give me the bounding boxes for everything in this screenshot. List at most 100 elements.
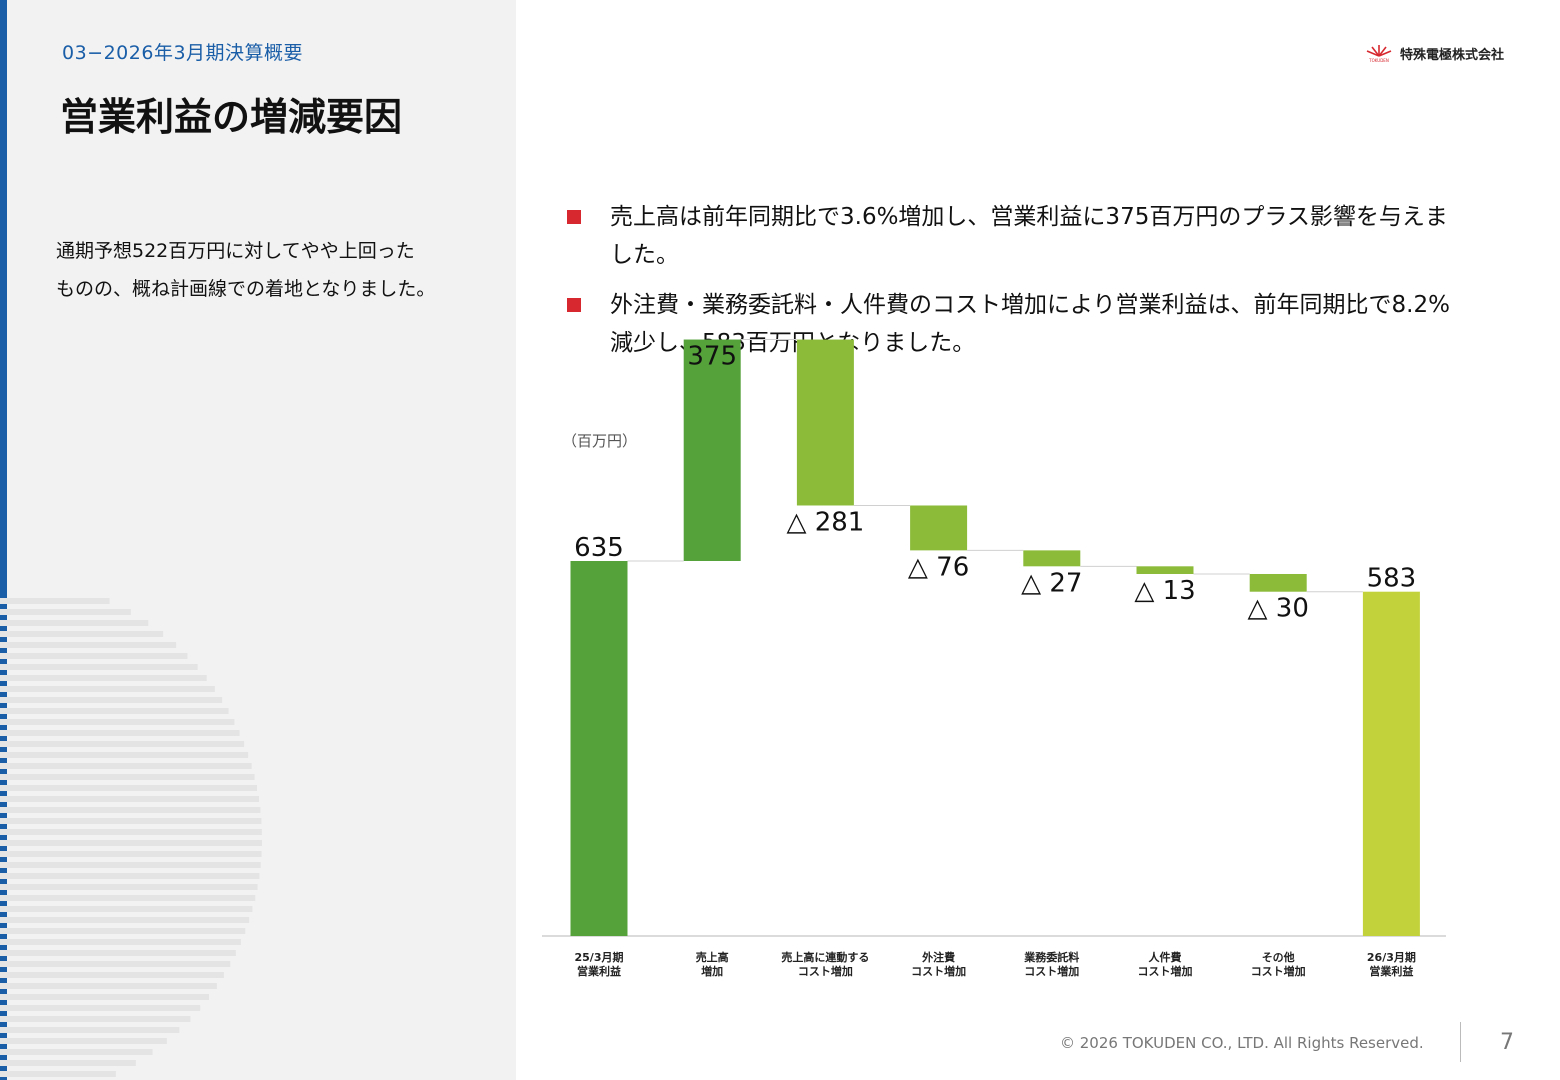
section-label: 03−2026年3月期決算概要: [62, 42, 304, 64]
decorative-stripe: [0, 818, 262, 824]
data-label-3: △ 281: [786, 507, 864, 537]
bar-7: [1249, 573, 1307, 592]
decorative-stripe: [0, 1060, 136, 1066]
left-panel: 03−2026年3月期決算概要 営業利益の増減要因 通期予想522百万円に対して…: [0, 0, 516, 1080]
unit-label: （百万円）: [562, 432, 638, 450]
decorative-stripe: [0, 829, 262, 835]
decorative-stripe: [0, 609, 131, 615]
bullet-text-1: 売上高は前年同期比で3.6%増加し、営業利益に375百万円のプラス影響を与えまし…: [610, 204, 1448, 268]
decorative-stripe: [0, 796, 259, 802]
category-label-6-2: コスト増加: [1138, 964, 1193, 978]
decorative-stripe: [0, 862, 261, 868]
decorative-stripe: [0, 1016, 191, 1022]
decorative-stripe: [0, 939, 241, 945]
category-label-2-2: 増加: [701, 964, 723, 978]
bullet-text-2: 外注費・業務委託料・人件費のコスト増加により営業利益は、前年同期比で8.2%減少…: [610, 292, 1450, 356]
decorative-stripe: [0, 642, 177, 648]
category-label-3-1: 売上高に連動する: [781, 950, 869, 964]
data-label-6: △ 13: [1134, 576, 1195, 606]
decorative-stripe: [0, 950, 236, 956]
footer-separator: [1460, 1022, 1461, 1062]
decorative-stripe: [0, 906, 253, 912]
page-number: 7: [1500, 1030, 1514, 1055]
decorative-stripe: [0, 664, 198, 670]
decorative-stripe: [0, 1071, 116, 1077]
decorative-stripe: [0, 1027, 180, 1033]
decorative-stripe: [0, 675, 207, 681]
decorative-stripe: [0, 708, 229, 714]
decorative-stripe: [0, 840, 262, 846]
data-label-4: △ 76: [908, 552, 969, 582]
logo-mark-text: TOKUDEN: [1368, 58, 1389, 63]
decorative-stripe: [0, 873, 260, 879]
decorative-stripe: [0, 752, 249, 758]
category-label-7-1: その他: [1262, 950, 1295, 964]
category-label-1-2: 営業利益: [577, 964, 621, 978]
summary-line-2: ものの、概ね計画線での着地となりました。: [56, 278, 436, 300]
decorative-stripe: [0, 1005, 201, 1011]
decorative-stripe: [0, 895, 256, 901]
decorative-stripe: [0, 697, 223, 703]
bar-3: [796, 339, 854, 506]
category-label-1-1: 25/3月期: [575, 950, 624, 964]
category-label-3-2: コスト増加: [798, 964, 853, 978]
bullet-item-1: 売上高は前年同期比で3.6%増加し、営業利益に375百万円のプラス影響を与えまし…: [566, 198, 1466, 274]
red-square-icon: [567, 298, 581, 312]
red-square-icon: [567, 210, 581, 224]
data-label-5: △ 27: [1021, 568, 1082, 598]
data-label-2: 375: [687, 342, 737, 372]
category-label-2-1: 売上高: [696, 950, 729, 964]
decorative-stripe: [0, 785, 257, 791]
decorative-stripe: [0, 983, 217, 989]
bar-4: [910, 505, 968, 551]
decorative-stripe: [0, 807, 261, 813]
decorative-stripe: [0, 972, 224, 978]
bar-8: [1362, 591, 1420, 936]
page-title: 営業利益の増減要因: [60, 95, 403, 139]
bullet-item-2: 外注費・業務委託料・人件費のコスト増加により営業利益は、前年同期比で8.2%減少…: [566, 286, 1466, 362]
company-logo: TOKUDEN 特殊電極株式会社: [1364, 42, 1504, 64]
sunburst-logo-icon: TOKUDEN: [1366, 45, 1392, 63]
decorative-stripe: [0, 598, 110, 604]
accent-bar: [0, 0, 7, 1080]
decorative-stripe: [0, 994, 209, 1000]
category-label-5-2: コスト増加: [1024, 964, 1079, 978]
decorative-stripe: [0, 774, 255, 780]
decorative-stripe: [0, 1038, 167, 1044]
decorative-stripe: [0, 851, 262, 857]
decorative-stripe: [0, 884, 258, 890]
bar-2: [683, 339, 741, 561]
decorative-stripe: [0, 917, 250, 923]
summary-text: 通期予想522百万円に対してやや上回った ものの、概ね計画線での着地となりました…: [56, 232, 476, 308]
category-label-8-1: 26/3月期: [1367, 950, 1416, 964]
category-label-8-2: 営業利益: [1369, 964, 1413, 978]
summary-line-1: 通期予想522百万円に対してやや上回った: [56, 240, 415, 262]
category-label-7-2: コスト増加: [1251, 964, 1306, 978]
decorative-stripe: [0, 686, 215, 692]
decorative-stripes: [0, 598, 262, 1077]
decorative-stripe: [0, 741, 245, 747]
decorative-stripe: [0, 719, 235, 725]
bar-5: [1023, 550, 1081, 567]
bullet-list: 売上高は前年同期比で3.6%増加し、営業利益に375百万円のプラス影響を与えまし…: [566, 198, 1466, 374]
category-label-5-1: 業務委託料: [1023, 950, 1079, 964]
data-label-7: △ 30: [1248, 594, 1309, 624]
category-label-6-1: 人件費: [1149, 950, 1182, 964]
copyright: © 2026 TOKUDEN CO., LTD. All Rights Rese…: [1060, 1034, 1424, 1052]
bar-1: [570, 561, 628, 936]
decorative-stripe: [0, 620, 149, 626]
decorative-stripe: [0, 730, 240, 736]
decorative-stripe: [0, 961, 231, 967]
decorative-stripe: [0, 928, 246, 934]
data-label-1: 635: [574, 533, 624, 563]
decorative-stripe: [0, 1049, 153, 1055]
bar-6: [1136, 566, 1194, 574]
data-label-8: 583: [1367, 564, 1417, 594]
decorative-stripe: [0, 631, 164, 637]
decorative-stripe: [0, 763, 252, 769]
decorative-stripe: [0, 653, 188, 659]
category-label-4-2: コスト増加: [911, 964, 966, 978]
logo-text: 特殊電極株式会社: [1400, 47, 1505, 63]
category-label-4-1: 外注費: [921, 950, 955, 964]
